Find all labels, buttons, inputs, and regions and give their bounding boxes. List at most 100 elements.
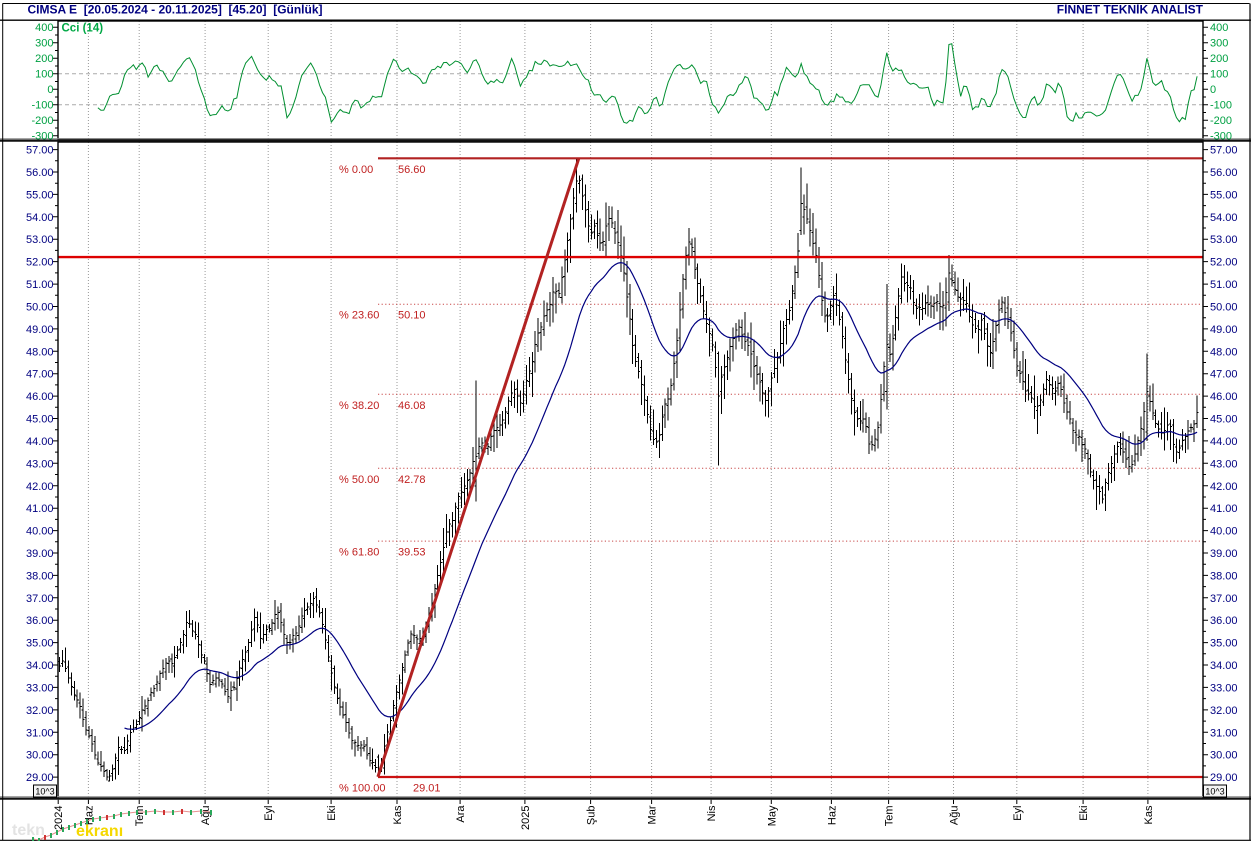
svg-text:10^3: 10^3 xyxy=(1205,787,1224,797)
svg-text:35.00: 35.00 xyxy=(1210,638,1238,650)
svg-text:% 0.00: % 0.00 xyxy=(339,164,373,176)
svg-text:31.00: 31.00 xyxy=(26,727,54,739)
svg-text:33.00: 33.00 xyxy=(26,682,54,694)
svg-text:-300: -300 xyxy=(1210,131,1232,143)
svg-text:-300: -300 xyxy=(31,131,53,143)
svg-text:50.00: 50.00 xyxy=(1210,302,1238,314)
svg-text:% 50.00: % 50.00 xyxy=(339,474,379,486)
svg-text:Tem: Tem xyxy=(884,806,896,827)
svg-text:400: 400 xyxy=(1210,22,1228,34)
svg-text:200: 200 xyxy=(35,53,53,65)
svg-text:29.00: 29.00 xyxy=(1210,772,1238,784)
svg-text:Tem: Tem xyxy=(134,806,146,827)
svg-text:CIMSA E [20.05.2024 - 20.11.2: CIMSA E [20.05.2024 - 20.11.2025] [45.20… xyxy=(28,3,323,17)
svg-text:10^3: 10^3 xyxy=(35,787,54,797)
svg-text:45.00: 45.00 xyxy=(1210,414,1238,426)
svg-text:-200: -200 xyxy=(31,115,53,127)
svg-text:300: 300 xyxy=(35,38,53,50)
svg-text:Ara: Ara xyxy=(455,805,467,823)
svg-text:34.00: 34.00 xyxy=(1210,660,1238,672)
svg-text:35.00: 35.00 xyxy=(26,638,54,650)
svg-text:36.00: 36.00 xyxy=(1210,615,1238,627)
svg-text:0: 0 xyxy=(47,84,53,96)
svg-text:Kas: Kas xyxy=(1143,805,1155,824)
svg-text:43.00: 43.00 xyxy=(26,458,54,470)
svg-text:46.00: 46.00 xyxy=(26,391,54,403)
svg-text:% 61.80: % 61.80 xyxy=(339,547,379,559)
svg-text:43.00: 43.00 xyxy=(1210,458,1238,470)
svg-text:53.00: 53.00 xyxy=(1210,234,1238,246)
svg-text:31.00: 31.00 xyxy=(1210,727,1238,739)
svg-text:29.01: 29.01 xyxy=(413,783,441,795)
svg-text:39.53: 39.53 xyxy=(398,547,426,559)
svg-text:2024: 2024 xyxy=(53,806,65,830)
svg-text:30.00: 30.00 xyxy=(26,750,54,762)
svg-text:200: 200 xyxy=(1210,53,1228,65)
svg-text:48.00: 48.00 xyxy=(26,346,54,358)
svg-text:56.00: 56.00 xyxy=(26,167,54,179)
svg-text:tekn: tekn xyxy=(12,822,45,839)
svg-text:41.00: 41.00 xyxy=(26,503,54,515)
svg-text:42.00: 42.00 xyxy=(26,481,54,493)
svg-text:300: 300 xyxy=(1210,38,1228,50)
svg-text:Haz: Haz xyxy=(826,806,838,826)
svg-text:29.00: 29.00 xyxy=(26,772,54,784)
svg-text:51.00: 51.00 xyxy=(26,279,54,291)
svg-text:39.00: 39.00 xyxy=(26,548,54,560)
svg-text:2025: 2025 xyxy=(520,806,532,830)
svg-text:54.00: 54.00 xyxy=(1210,212,1238,224)
svg-text:45.00: 45.00 xyxy=(26,414,54,426)
svg-text:47.00: 47.00 xyxy=(26,369,54,381)
svg-text:38.00: 38.00 xyxy=(1210,570,1238,582)
svg-text:42.00: 42.00 xyxy=(1210,481,1238,493)
svg-text:FİNNET TEKNİK ANALİST: FİNNET TEKNİK ANALİST xyxy=(1057,2,1204,17)
svg-text:40.00: 40.00 xyxy=(26,526,54,538)
svg-text:Ağu: Ağu xyxy=(200,806,212,826)
svg-text:37.00: 37.00 xyxy=(1210,593,1238,605)
svg-text:-200: -200 xyxy=(1210,115,1232,127)
svg-text:Eyl: Eyl xyxy=(1012,806,1024,821)
svg-text:-100: -100 xyxy=(31,100,53,112)
svg-text:46.00: 46.00 xyxy=(1210,391,1238,403)
svg-text:49.00: 49.00 xyxy=(1210,324,1238,336)
svg-text:56.60: 56.60 xyxy=(398,164,426,176)
svg-text:48.00: 48.00 xyxy=(1210,346,1238,358)
svg-text:55.00: 55.00 xyxy=(26,189,54,201)
svg-text:39.00: 39.00 xyxy=(1210,548,1238,560)
svg-text:54.00: 54.00 xyxy=(26,212,54,224)
svg-text:52.00: 52.00 xyxy=(26,257,54,269)
svg-text:41.00: 41.00 xyxy=(1210,503,1238,515)
svg-text:Kas: Kas xyxy=(392,805,404,824)
svg-text:Mar: Mar xyxy=(647,805,659,824)
svg-text:400: 400 xyxy=(35,22,53,34)
svg-text:33.00: 33.00 xyxy=(1210,682,1238,694)
svg-text:42.78: 42.78 xyxy=(398,474,426,486)
svg-text:100: 100 xyxy=(1210,69,1228,81)
svg-text:34.00: 34.00 xyxy=(26,660,54,672)
svg-text:30.00: 30.00 xyxy=(1210,750,1238,762)
svg-text:Eki: Eki xyxy=(326,806,338,821)
svg-text:May: May xyxy=(766,805,778,826)
svg-text:Nis: Nis xyxy=(706,805,718,821)
svg-text:38.00: 38.00 xyxy=(26,570,54,582)
svg-text:55.00: 55.00 xyxy=(1210,189,1238,201)
svg-text:-100: -100 xyxy=(1210,100,1232,112)
svg-text:57.00: 57.00 xyxy=(1210,145,1238,157)
svg-text:100: 100 xyxy=(35,69,53,81)
svg-text:Ağu: Ağu xyxy=(949,806,961,826)
svg-text:56.00: 56.00 xyxy=(1210,167,1238,179)
svg-text:Cci (14): Cci (14) xyxy=(62,23,104,35)
svg-text:Eyl: Eyl xyxy=(263,806,275,821)
svg-text:46.08: 46.08 xyxy=(398,400,426,412)
svg-text:53.00: 53.00 xyxy=(26,234,54,246)
svg-text:36.00: 36.00 xyxy=(26,615,54,627)
svg-text:ekranı: ekranı xyxy=(76,823,123,840)
svg-text:% 23.60: % 23.60 xyxy=(339,310,379,322)
svg-text:47.00: 47.00 xyxy=(1210,369,1238,381)
svg-text:32.00: 32.00 xyxy=(26,705,54,717)
svg-text:Eki: Eki xyxy=(1078,806,1090,821)
svg-text:52.00: 52.00 xyxy=(1210,257,1238,269)
svg-text:% 100.00: % 100.00 xyxy=(339,783,385,795)
svg-text:0: 0 xyxy=(1210,84,1216,96)
svg-text:50.00: 50.00 xyxy=(26,302,54,314)
